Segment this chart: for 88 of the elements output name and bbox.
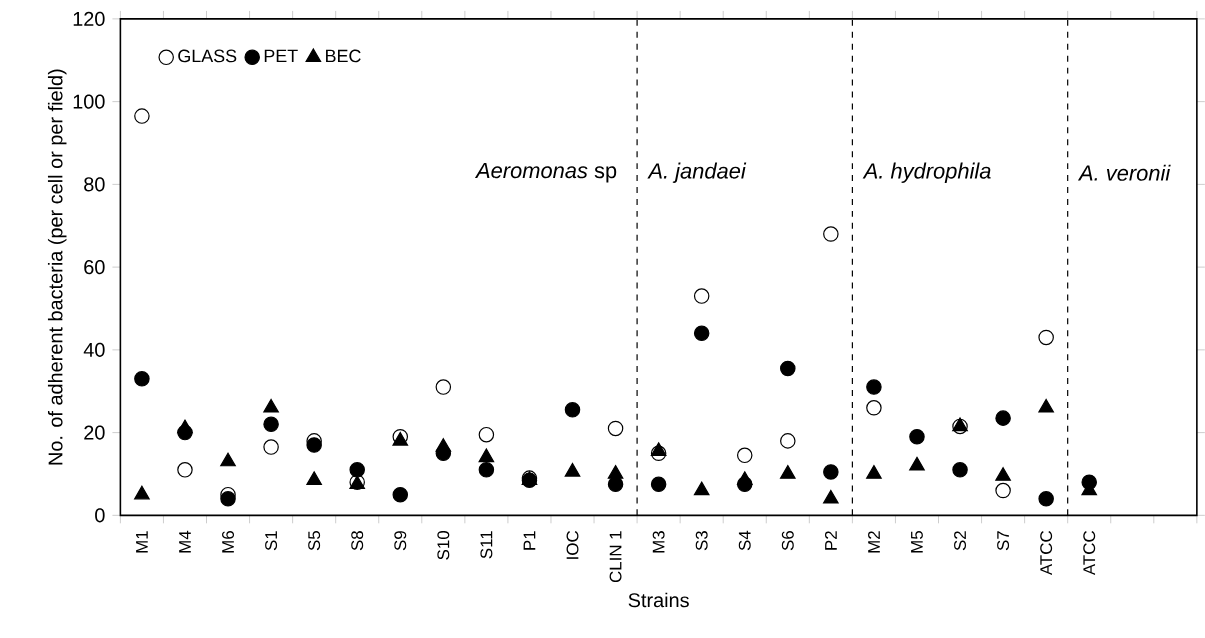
point [478,427,495,443]
x-tick-label: S5 [308,531,321,551]
point [220,452,236,467]
point [693,325,710,342]
point [995,410,1011,427]
point [780,360,796,377]
x-tick-label: S9 [394,531,407,551]
point [564,463,581,477]
x-tick-label: P1 [523,531,536,550]
point [952,462,968,478]
point [995,467,1011,481]
x-tick-label: S2 [954,531,967,551]
point [995,482,1011,499]
point [607,465,624,479]
point [478,462,495,478]
point [693,481,710,496]
point [1038,329,1054,346]
point [435,379,452,395]
point [349,462,365,478]
x-axis-title: Strains [628,592,689,608]
annotation: A. jandaei [647,162,747,184]
x-tick-label: S11 [480,531,493,559]
point [823,464,839,480]
y-tick-label: 80 [84,177,105,192]
point [693,288,710,304]
point [780,433,796,449]
x-tick-label: S3 [695,531,708,551]
point [435,438,452,452]
point [564,402,581,418]
x-tick-label: S8 [351,531,364,551]
point [306,437,322,453]
x-tick-label: M2 [868,531,880,553]
legend-label: BEC [326,49,361,63]
point [1038,491,1054,507]
x-tick-label: M4 [179,530,191,553]
x-tick-label: IOC [566,531,579,559]
point [263,416,279,433]
x-tick-label: ATCC [1040,531,1053,576]
y-axis-title: No. of adherent bacteria (per cell or per field) [47,69,67,465]
point [263,398,279,413]
x-tick-label: M6 [222,531,235,553]
x-tick-label: M1 [136,531,148,553]
x-tick-label: S4 [738,530,751,551]
point [823,226,839,242]
x-tick-label: CLIN 1 [609,531,622,583]
annotation: Aeromonas sp [474,163,617,183]
annotation: A. veronii [1077,164,1171,181]
point [909,429,925,445]
x-tick-label: M3 [652,531,665,553]
y-tick-label: 0 [95,508,105,523]
point [392,487,409,503]
point [779,465,796,479]
y-tick-label: 40 [83,342,105,358]
point [134,485,150,500]
x-tick-label: S10 [437,531,450,560]
x-tick-label: ATCC [1083,531,1096,576]
point [478,448,495,463]
x-tick-label: S6 [781,531,794,551]
x-tick-label: S7 [997,531,1010,551]
x-tick-label: P2 [824,531,837,550]
point [607,420,624,437]
point [823,489,839,504]
point [134,108,150,125]
point [306,471,322,486]
point [650,442,667,457]
point [866,400,882,416]
y-tick-label: 100 [73,94,105,109]
legend-label: GLASS [178,49,237,63]
point [607,476,624,493]
point [177,462,193,478]
point [866,465,882,479]
point [177,419,193,434]
point [220,491,236,507]
y-tick-label: 60 [84,260,105,275]
point [650,476,667,493]
point [736,471,753,486]
point [263,439,279,455]
annotation: A. hydrophila [862,162,991,184]
y-tick-label: 120 [73,11,105,27]
x-tick-label: S1 [265,531,278,551]
point [736,447,753,464]
point [1038,398,1054,413]
point [866,379,882,395]
y-tick-label: 20 [84,425,105,440]
point [134,371,150,387]
x-tick-label: M5 [911,531,923,553]
point [909,456,925,471]
legend-label: PET [264,49,298,63]
